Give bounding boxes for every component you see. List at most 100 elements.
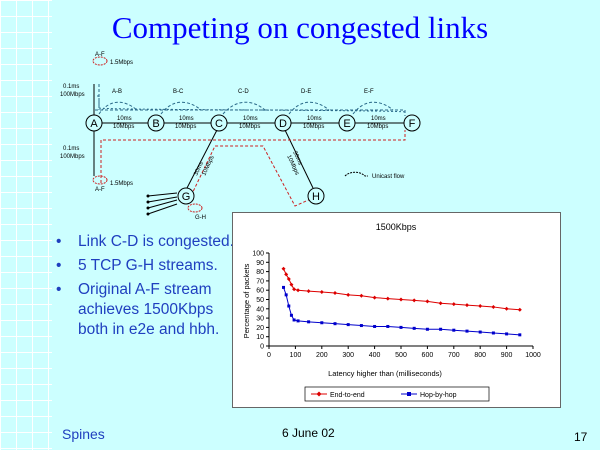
svg-text:E: E (343, 118, 350, 130)
x-tick-label: 300 (342, 352, 354, 359)
data-point (286, 277, 291, 282)
data-point (491, 304, 496, 309)
data-point (399, 297, 403, 302)
link-c-g (186, 129, 218, 189)
node-f: F (403, 114, 421, 132)
flow-a-f-top (95, 84, 406, 116)
label-a-f-bottom: A-F (95, 187, 105, 193)
svg-text:10ms: 10ms (117, 116, 132, 122)
svg-text:10Mbps: 10Mbps (303, 124, 324, 130)
data-point (287, 304, 291, 308)
flow-e-f (352, 101, 394, 115)
data-point (359, 324, 363, 328)
svg-text:10Mbps: 10Mbps (367, 124, 388, 130)
data-point (439, 327, 443, 331)
y-tick-label: 50 (256, 297, 264, 304)
label-a-b: A-B (112, 89, 122, 95)
node-g: G (177, 187, 195, 205)
data-point (289, 282, 294, 287)
data-point (425, 327, 429, 331)
flow-d-e (288, 101, 330, 115)
label-b-c: B-C (173, 89, 184, 95)
y-axis-label: Percentage of packets (242, 263, 251, 338)
data-point (359, 293, 364, 298)
flow-g-h (188, 145, 314, 207)
y-tick-label: 90 (256, 260, 264, 267)
svg-text:10Mbps: 10Mbps (175, 124, 196, 130)
data-point (346, 292, 351, 297)
x-tick-label: 500 (395, 352, 407, 359)
x-tick-label: 800 (474, 352, 486, 359)
svg-text:10ms: 10ms (243, 116, 258, 122)
data-point (292, 318, 296, 322)
svg-text:0.1ms: 0.1ms (63, 84, 79, 90)
data-point (284, 272, 289, 277)
node-d: D (274, 114, 292, 132)
data-point (465, 303, 469, 308)
svg-text:100Mbps: 100Mbps (60, 154, 85, 160)
svg-text:B: B (152, 118, 159, 130)
latency-chart: 1500Kbps 0 10 20 30 40 50 60 70 80 90 100 0 100 200 30… (232, 212, 561, 408)
diagram-legend: Unicast flow (372, 174, 405, 180)
data-point (292, 287, 297, 292)
svg-text:D: D (279, 118, 287, 130)
data-point (319, 290, 324, 295)
slide-title: Competing on congested links (111, 10, 489, 45)
data-point (478, 330, 482, 334)
label-e-f: E-F (364, 89, 374, 95)
svg-text:F: F (409, 118, 416, 130)
svg-text:10ms: 10ms (179, 116, 194, 122)
svg-text:H: H (312, 191, 320, 203)
slide-grid-decoration (0, 0, 52, 450)
x-tick-label: 0 (267, 352, 271, 359)
svg-text:10Mbps: 10Mbps (113, 124, 134, 130)
network-diagram: A B C D E F G H A-B B-C C-D D-E E-F A-F … (60, 52, 421, 221)
x-tick-label: 100 (290, 352, 302, 359)
data-point (385, 296, 390, 301)
label-g-h: G-H (195, 215, 206, 221)
chart-legend: End-to-end Hop-by-hop (304, 386, 490, 402)
flow-b-c (160, 101, 202, 115)
svg-text:A: A (90, 118, 98, 130)
data-point (452, 328, 456, 332)
data-point (478, 304, 483, 309)
data-point (289, 313, 293, 317)
node-e: E (338, 114, 356, 132)
data-point (399, 325, 403, 329)
node-b: B (147, 114, 165, 132)
footer-date: 6 June 02 (282, 426, 335, 440)
svg-text:0.1ms: 0.1ms (63, 146, 79, 152)
y-tick-label: 0 (260, 344, 264, 351)
data-point (504, 306, 509, 311)
data-point (306, 289, 311, 294)
y-tick-label: 60 (256, 288, 264, 295)
flow-c-d (222, 101, 266, 115)
node-h: H (307, 187, 325, 205)
footer-project: Spines (62, 426, 105, 442)
data-point (465, 329, 469, 333)
data-point (517, 307, 522, 312)
svg-text:10ms: 10ms (307, 116, 322, 122)
data-point (412, 326, 416, 330)
data-point (518, 333, 522, 337)
data-point (425, 299, 430, 304)
y-tick-label: 10 (256, 334, 264, 341)
svg-text:10ms: 10ms (371, 116, 386, 122)
chart-title: 1500Kbps (376, 222, 417, 232)
data-point (282, 285, 286, 289)
rate-bottom: 1.5Mbps (110, 181, 133, 187)
svg-text:30ms: 30ms (291, 150, 303, 166)
bullet-list: Link C-D is congested. 5 TCP G-H streams… (52, 232, 237, 344)
data-point (307, 320, 311, 324)
svg-text:G: G (182, 191, 191, 203)
data-point (296, 288, 301, 293)
series-line-end-to-end (283, 268, 520, 311)
x-tick-label: 700 (448, 352, 460, 359)
data-point (284, 293, 288, 297)
data-point (373, 324, 377, 328)
label-d-e: D-E (301, 89, 311, 95)
data-point (333, 322, 337, 326)
y-tick-label: 30 (256, 316, 264, 323)
data-point (491, 331, 495, 335)
